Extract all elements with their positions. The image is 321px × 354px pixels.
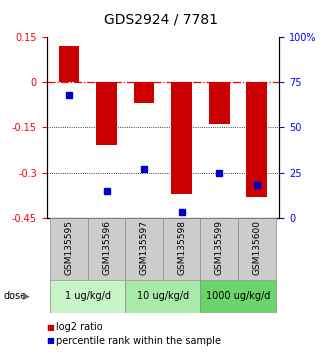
Bar — [238, 218, 275, 280]
Text: 1000 ug/kg/d: 1000 ug/kg/d — [206, 291, 270, 302]
Bar — [200, 280, 275, 313]
Text: ▶: ▶ — [23, 292, 30, 301]
Text: GSM135599: GSM135599 — [215, 220, 224, 275]
Bar — [126, 218, 163, 280]
Text: ■: ■ — [46, 323, 54, 332]
Bar — [50, 280, 126, 313]
Bar — [163, 218, 200, 280]
Bar — [209, 82, 230, 125]
Text: GDS2924 / 7781: GDS2924 / 7781 — [103, 12, 218, 27]
Text: 10 ug/kg/d: 10 ug/kg/d — [137, 291, 189, 302]
Bar — [171, 82, 192, 194]
Bar — [96, 82, 117, 145]
Text: GSM135597: GSM135597 — [140, 220, 149, 275]
Text: GSM135595: GSM135595 — [65, 220, 74, 275]
Bar — [59, 46, 79, 82]
Text: percentile rank within the sample: percentile rank within the sample — [56, 336, 221, 346]
Bar — [126, 280, 200, 313]
Text: GSM135596: GSM135596 — [102, 220, 111, 275]
Bar — [134, 82, 154, 103]
Bar — [50, 218, 88, 280]
Text: 1 ug/kg/d: 1 ug/kg/d — [65, 291, 111, 302]
Bar — [200, 218, 238, 280]
Text: ■: ■ — [46, 336, 54, 345]
Text: log2 ratio: log2 ratio — [56, 322, 103, 332]
Bar — [88, 218, 126, 280]
Text: dose: dose — [3, 291, 26, 302]
Bar — [247, 82, 267, 197]
Text: GSM135598: GSM135598 — [177, 220, 186, 275]
Text: GSM135600: GSM135600 — [252, 220, 261, 275]
